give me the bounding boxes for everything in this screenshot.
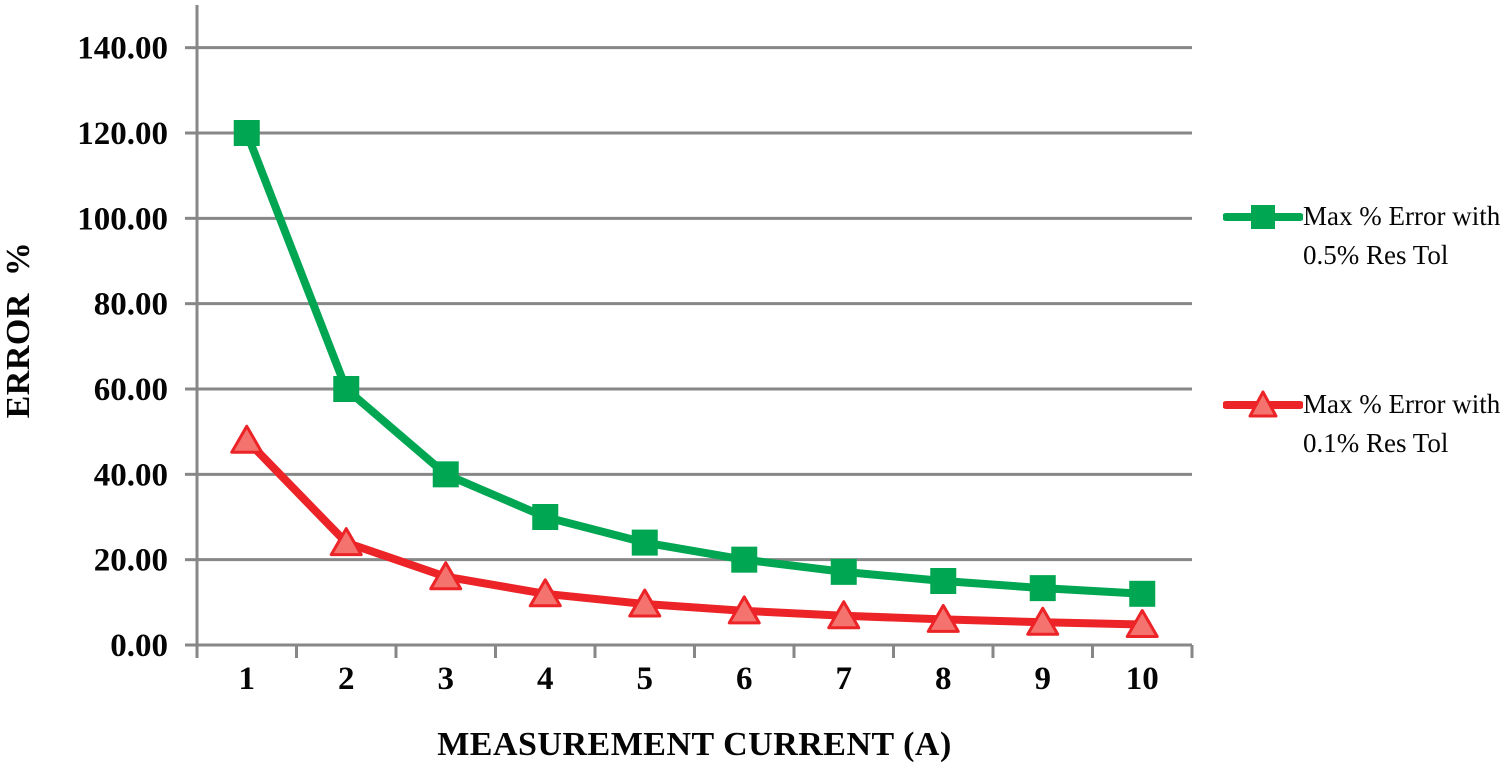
- y-tick-label: 120.00: [77, 116, 168, 152]
- legend-label: Max % Error with 0.1% Res Tol: [1303, 389, 1501, 458]
- legend-square-marker-icon: [1223, 205, 1303, 229]
- data-point-marker: [432, 461, 459, 488]
- y-tick-label: 60.00: [94, 372, 168, 408]
- x-tick-label: 3: [438, 661, 455, 697]
- x-tick-label: 2: [338, 661, 355, 697]
- y-tick-label: 40.00: [94, 457, 168, 493]
- data-point-marker: [926, 603, 960, 633]
- data-point-marker: [329, 527, 363, 557]
- legend-triangle-marker-icon: [1223, 390, 1303, 418]
- data-point-marker: [727, 595, 761, 625]
- data-point-marker: [528, 578, 562, 608]
- data-point-marker: [1129, 580, 1156, 607]
- series-line-0: [242, 129, 1147, 598]
- data-point-marker: [1026, 606, 1060, 636]
- data-point-marker: [230, 424, 264, 454]
- x-tick-label: 7: [836, 661, 853, 697]
- x-tick-label: 5: [637, 661, 654, 697]
- x-tick-label: 10: [1126, 661, 1159, 697]
- y-tick-label: 20.00: [94, 543, 168, 579]
- y-tick-label: 80.00: [94, 287, 168, 323]
- data-point-marker: [233, 120, 260, 146]
- data-point-marker: [1125, 609, 1159, 639]
- y-tick-label: 100.00: [77, 201, 168, 237]
- x-tick-label: 4: [537, 661, 554, 697]
- legend-entry-series-0: Max % Error with 0.5% Res Tol: [1223, 197, 1503, 275]
- legend-entry-series-1: Max % Error with 0.1% Res Tol: [1223, 385, 1503, 463]
- x-tick-label: 9: [1035, 661, 1052, 697]
- data-point-marker: [532, 504, 559, 530]
- series-line-1: [242, 436, 1147, 629]
- data-point-marker: [1029, 575, 1056, 602]
- x-tick-label: 6: [736, 661, 753, 697]
- data-point-marker: [731, 546, 758, 573]
- x-axis-title: MEASUREMENT CURRENT (A): [437, 726, 952, 763]
- y-tick-label: 140.00: [77, 31, 168, 67]
- y-tick-label: 0.00: [110, 628, 168, 664]
- x-tick-label: 1: [239, 661, 256, 697]
- data-point-marker: [830, 558, 857, 585]
- x-tick-label: 8: [935, 661, 952, 697]
- data-point-marker: [827, 600, 861, 630]
- legend-label: Max % Error with 0.5% Res Tol: [1303, 201, 1501, 270]
- data-point-marker: [333, 376, 360, 402]
- data-point-marker: [631, 529, 658, 556]
- y-axis-title: ERROR %: [0, 241, 37, 419]
- data-point-marker: [628, 588, 662, 618]
- data-point-marker: [429, 561, 463, 591]
- data-point-marker: [930, 568, 957, 594]
